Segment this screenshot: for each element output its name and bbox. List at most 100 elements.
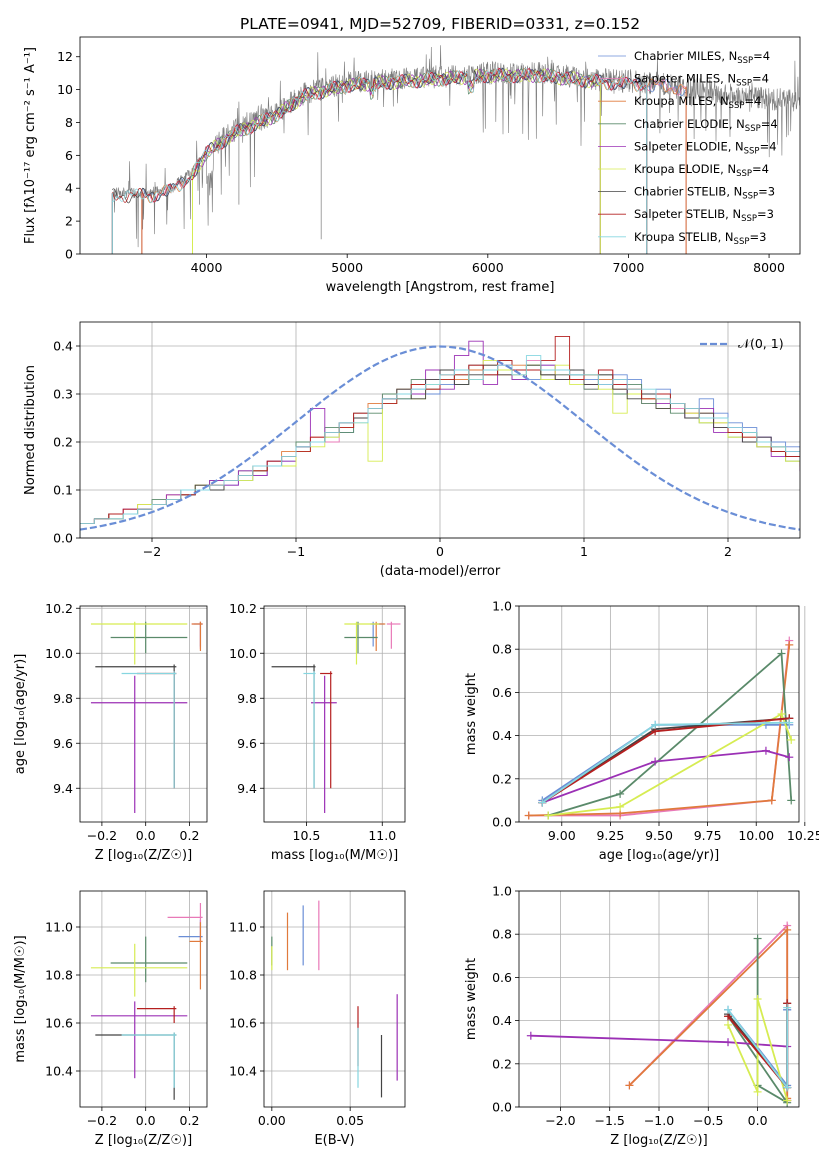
legend-label: Salpeter STELIB, NSSP=3 bbox=[634, 207, 774, 224]
axes-border bbox=[263, 605, 406, 823]
histogram-chabrier-elodie bbox=[80, 359, 800, 538]
y-tick-label: 0.2 bbox=[492, 1056, 512, 1071]
y-tick-label: 0.4 bbox=[492, 728, 512, 743]
weight-line bbox=[541, 721, 790, 804]
legend-label-subscript: SSP bbox=[745, 124, 761, 134]
errorbar-kroupa-elodie bbox=[90, 621, 188, 665]
y-tick-label: 1.0 bbox=[492, 599, 512, 614]
grid-lines bbox=[264, 606, 405, 822]
axes-frame: 10.5 11.0 9.4 9.6 9.8 10.0 10.2 mass [log₁₀(M/M… bbox=[229, 601, 406, 863]
errorbar-kroupa-elodie bbox=[344, 621, 380, 665]
plot-area bbox=[111, 45, 800, 254]
x-tick-label: 8000 bbox=[753, 260, 785, 275]
x-tick-label: 4000 bbox=[191, 260, 223, 275]
y-tick-label: 10.8 bbox=[45, 968, 73, 983]
legend-label: Salpeter MILES, NSSP=4 bbox=[634, 72, 769, 89]
legend-label-text: Salpeter MILES, N bbox=[634, 72, 736, 86]
y-tick-label: 0.4 bbox=[492, 1013, 512, 1028]
legend-label-value: =3 bbox=[758, 185, 775, 199]
y-axis-label: age [log₁₀(age/yr)] bbox=[13, 654, 28, 775]
histogram-salpeter-stelib bbox=[80, 335, 800, 538]
x-tick-label: −0.2 bbox=[87, 1113, 117, 1128]
y-tick-label: 9.8 bbox=[53, 691, 73, 706]
legend-label-value: =4 bbox=[761, 117, 778, 131]
y-tick-label: 10.4 bbox=[229, 1064, 257, 1079]
legend-label: Chabrier ELODIE, NSSP=4 bbox=[634, 117, 778, 134]
axes-border bbox=[79, 321, 801, 539]
legend-label-value: =4 bbox=[744, 94, 761, 108]
x-tick-label: 11.0 bbox=[368, 828, 396, 843]
x-tick-label: 10.25 bbox=[787, 828, 819, 843]
legend-label-value: =3 bbox=[757, 207, 774, 221]
weight-series-kroupa-stelib bbox=[724, 1003, 792, 1092]
x-tick-label: 10.00 bbox=[738, 828, 774, 843]
y-tick-label: 0.6 bbox=[492, 970, 512, 985]
legend-label-value: =4 bbox=[760, 139, 777, 153]
y-tick-label: 10.4 bbox=[45, 1064, 73, 1079]
y-tick-label: 10.0 bbox=[229, 646, 257, 661]
y-tick-label: 10.8 bbox=[229, 968, 257, 983]
legend-label-text: Kroupa STELIB, N bbox=[634, 230, 734, 244]
y-tick-label: 6 bbox=[65, 148, 73, 163]
y-tick-label: 0.1 bbox=[53, 483, 73, 498]
errorbar-salpeter-stelib bbox=[136, 1006, 177, 1023]
errorbar-chabrier-miles bbox=[193, 621, 203, 647]
weight-line bbox=[547, 651, 793, 817]
x-tick-label: 9.75 bbox=[694, 828, 722, 843]
x-tick-label: 9.50 bbox=[645, 828, 673, 843]
y-tick-label: 9.4 bbox=[237, 781, 257, 796]
plot-area bbox=[80, 335, 800, 538]
x-tick-label: 0.0 bbox=[136, 1113, 156, 1128]
y-axis-label: mass weight bbox=[464, 958, 479, 1040]
y-tick-label: 11.0 bbox=[229, 920, 257, 935]
errorbar-kroupa-miles bbox=[189, 922, 203, 990]
x-tick-label: 1 bbox=[580, 544, 588, 559]
x-tick-label: 10.5 bbox=[293, 828, 321, 843]
age-vs-mass-panel: 10.5 11.0 9.4 9.6 9.8 10.0 10.2 mass [log₁₀(M/M… bbox=[229, 601, 406, 863]
x-tick-label: 9.25 bbox=[596, 828, 624, 843]
weight-line bbox=[541, 749, 790, 804]
errorbar-kroupa-stelib bbox=[121, 671, 177, 789]
plot-area bbox=[90, 903, 203, 1100]
plot-area bbox=[526, 921, 792, 1107]
axes-border bbox=[518, 890, 800, 1108]
x-tick-label: 5000 bbox=[331, 260, 363, 275]
legend-label-subscript: SSP bbox=[744, 146, 760, 156]
y-tick-label: 0.2 bbox=[492, 771, 512, 786]
x-tick-label: 0.05 bbox=[336, 1113, 364, 1128]
y-tick-label: 0 bbox=[65, 247, 73, 262]
legend-label: Kroupa STELIB, NSSP=3 bbox=[634, 230, 766, 247]
errorbar-chabrier-elodie bbox=[110, 936, 188, 983]
legend-label-text: Salpeter STELIB, N bbox=[634, 207, 741, 221]
y-tick-label: 10 bbox=[57, 82, 73, 97]
figure-title: PLATE=0941, MJD=52709, FIBERID=0331, z=0… bbox=[240, 15, 640, 33]
legend-label-value: =4 bbox=[752, 72, 769, 86]
grid-lines bbox=[80, 606, 207, 822]
y-tick-label: 10.2 bbox=[229, 601, 257, 616]
errorbar-salpeter-stelib bbox=[320, 671, 333, 789]
x-tick-label: 2 bbox=[724, 544, 732, 559]
y-tick-label: 9.6 bbox=[53, 736, 73, 751]
histogram-legend: 𝒩(0, 1) bbox=[700, 336, 784, 351]
model-spectrum-kroupa-stelib bbox=[112, 67, 647, 204]
axes-border bbox=[518, 605, 800, 823]
axes-border bbox=[263, 890, 406, 1108]
y-tick-label: 12 bbox=[57, 49, 73, 64]
y-tick-label: 10.0 bbox=[45, 646, 73, 661]
y-tick-label: 0.4 bbox=[53, 339, 73, 354]
errorbar-chabrier-miles bbox=[178, 919, 203, 942]
model-spectrum-salpeter-elodie bbox=[192, 68, 601, 176]
legend-label-value: =4 bbox=[753, 49, 770, 63]
legend-label-subscript: SSP bbox=[741, 214, 757, 224]
grid-lines bbox=[264, 891, 405, 1107]
x-axis-label: wavelength [Angstrom, rest frame] bbox=[326, 280, 555, 295]
age-vs-metallicity-panel: −0.2 0.0 0.2 9.4 9.6 9.8 10.0 10.2 Z [log₁₀(Z/Z☉… bbox=[13, 601, 208, 863]
errorbar-kroupa-miles bbox=[191, 621, 203, 651]
y-tick-label: 9.8 bbox=[237, 691, 257, 706]
x-axis-label: age [log₁₀(age/yr)] bbox=[599, 848, 720, 863]
y-tick-label: 8 bbox=[65, 115, 73, 130]
x-axis-label: Z [log₁₀(Z/Z☉)] bbox=[610, 1133, 707, 1148]
y-tick-label: 0.2 bbox=[53, 435, 73, 450]
